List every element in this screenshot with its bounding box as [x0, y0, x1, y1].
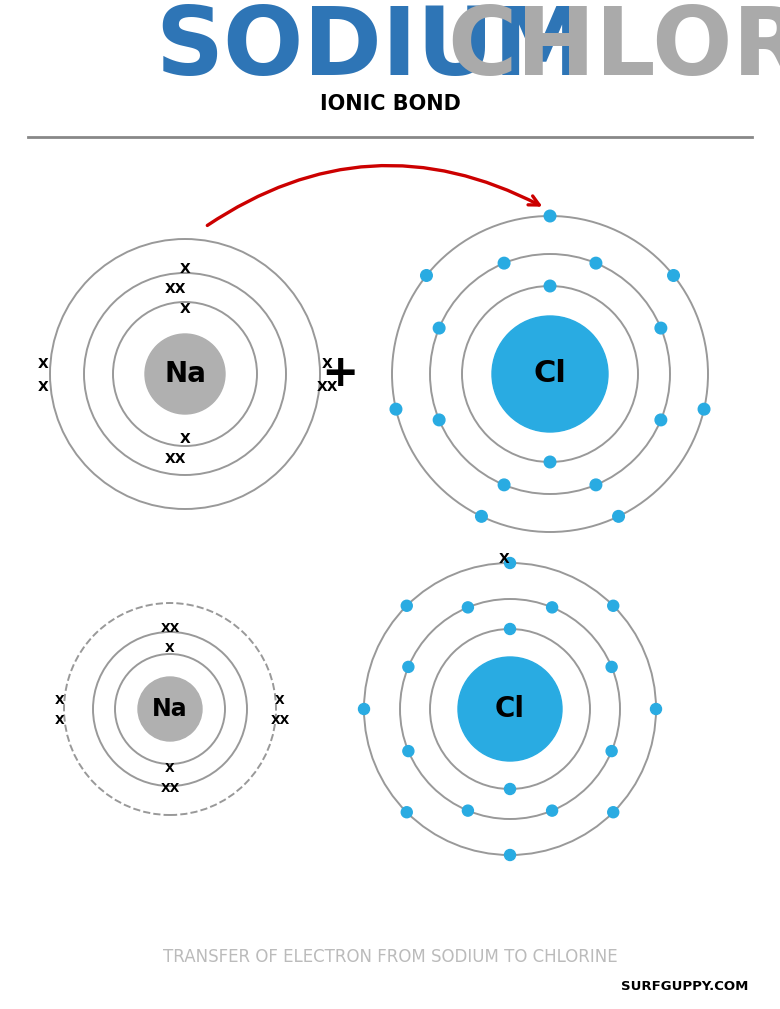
Circle shape [463, 805, 473, 816]
Circle shape [608, 600, 619, 611]
Circle shape [698, 404, 710, 415]
Circle shape [359, 703, 370, 714]
Text: SODIUM: SODIUM [155, 3, 587, 95]
Circle shape [458, 657, 562, 761]
Circle shape [505, 624, 516, 635]
Circle shape [505, 850, 516, 861]
Circle shape [544, 210, 556, 222]
Circle shape [145, 334, 225, 414]
Circle shape [608, 807, 619, 817]
Circle shape [590, 479, 601, 490]
Circle shape [655, 322, 667, 334]
Circle shape [668, 269, 679, 282]
Text: Cl: Cl [495, 695, 525, 723]
Text: SURFGUPPY.COM: SURFGUPPY.COM [622, 981, 749, 994]
Circle shape [401, 807, 413, 817]
Text: X: X [275, 694, 285, 707]
Circle shape [401, 600, 413, 611]
Circle shape [613, 511, 624, 522]
Text: XX: XX [316, 380, 338, 394]
Circle shape [403, 746, 414, 757]
Text: X: X [321, 357, 332, 371]
Text: CHLORINE: CHLORINE [447, 3, 780, 95]
Circle shape [505, 558, 516, 568]
Text: TRANSFER OF ELECTRON FROM SODIUM TO CHLORINE: TRANSFER OF ELECTRON FROM SODIUM TO CHLO… [163, 948, 617, 966]
Text: XX: XX [271, 714, 289, 727]
Circle shape [505, 784, 516, 794]
Circle shape [420, 269, 432, 282]
Text: XX: XX [161, 783, 179, 795]
Text: +: + [321, 352, 359, 396]
Circle shape [651, 703, 661, 714]
Circle shape [547, 805, 558, 816]
Circle shape [390, 404, 402, 415]
Circle shape [547, 602, 558, 612]
Text: X: X [179, 302, 190, 316]
Circle shape [544, 456, 556, 468]
Text: Cl: Cl [534, 359, 566, 388]
Circle shape [590, 257, 601, 269]
Circle shape [463, 602, 473, 612]
Circle shape [544, 281, 556, 292]
Circle shape [492, 316, 608, 432]
Circle shape [434, 414, 445, 426]
Circle shape [498, 257, 510, 269]
Circle shape [138, 677, 202, 741]
Text: X: X [165, 643, 175, 656]
Circle shape [498, 479, 510, 490]
Text: XX: XX [161, 623, 179, 636]
Circle shape [403, 662, 414, 672]
Text: X: X [55, 714, 65, 727]
Text: X: X [179, 432, 190, 446]
Text: XX: XX [165, 282, 186, 296]
Circle shape [606, 746, 617, 757]
Text: Na: Na [164, 360, 206, 388]
Circle shape [434, 322, 445, 334]
Text: X: X [37, 380, 48, 394]
Text: XX: XX [165, 452, 186, 466]
Text: X: X [179, 262, 190, 276]
Text: X: X [55, 694, 65, 707]
Text: Na: Na [152, 697, 188, 721]
Text: X: X [37, 357, 48, 371]
Circle shape [476, 511, 488, 522]
Circle shape [655, 414, 667, 426]
Text: X: X [498, 552, 509, 566]
Circle shape [606, 662, 617, 672]
Text: IONIC BOND: IONIC BOND [320, 94, 460, 114]
Text: X: X [165, 763, 175, 776]
